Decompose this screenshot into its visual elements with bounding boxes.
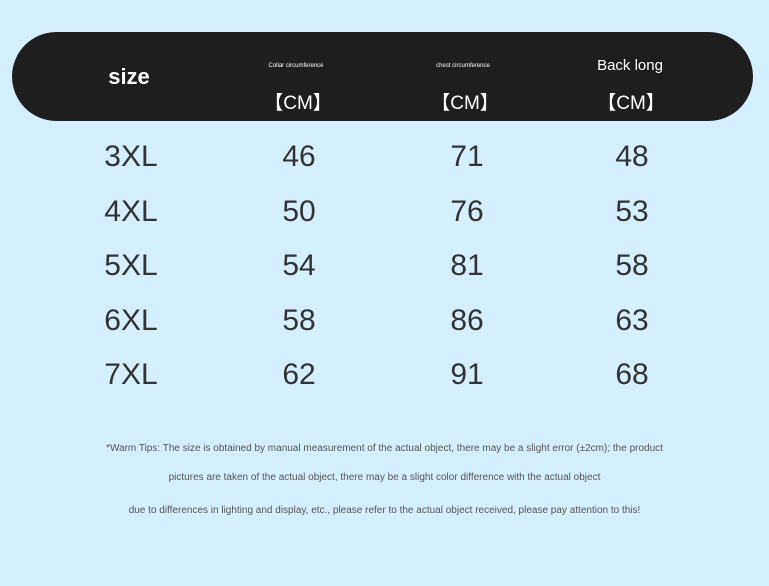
table-cell: 53 — [615, 194, 649, 228]
chest-unit: 【CM】 — [431, 93, 499, 114]
table-row: 3XL 46 71 48 — [0, 140, 769, 180]
table-cell: 48 — [615, 140, 649, 173]
table-header: size Collar circumference 【CM】 chest cir… — [12, 32, 753, 121]
table-cell: 7XL — [104, 358, 158, 392]
tip-line: due to differences in lighting and displ… — [128, 505, 641, 516]
table-cell: 86 — [450, 303, 484, 337]
collar-header: Collar circumference — [268, 63, 324, 69]
chest-header: chest circumference — [436, 63, 490, 69]
table-cell: 3XL — [104, 140, 158, 173]
table-cell: 46 — [282, 140, 316, 173]
back-header: Back long — [597, 57, 663, 74]
table-cell: 54 — [282, 249, 316, 283]
table-cell: 6XL — [104, 303, 158, 337]
table-row: 6XL 58 86 63 — [0, 304, 769, 344]
table-row: 5XL 54 81 58 — [0, 249, 769, 289]
table-cell: 76 — [450, 194, 484, 228]
table-cell: 62 — [282, 358, 316, 392]
table-cell: 50 — [282, 194, 316, 228]
table-cell: 81 — [450, 249, 484, 283]
table-row: 7XL 62 91 68 — [0, 358, 769, 398]
table-row: 4XL 50 76 53 — [0, 195, 769, 235]
table-cell: 4XL — [104, 194, 158, 228]
table-cell: 58 — [282, 303, 316, 337]
table-cell: 58 — [615, 249, 649, 283]
tip-line: pictures are taken of the actual object,… — [168, 472, 601, 483]
table-cell: 63 — [615, 303, 649, 337]
tip-line: *Warm Tips: The size is obtained by manu… — [106, 443, 663, 454]
table-cell: 71 — [450, 140, 484, 173]
table-cell: 5XL — [104, 249, 158, 283]
collar-unit: 【CM】 — [264, 93, 332, 114]
back-unit: 【CM】 — [597, 93, 665, 114]
table-cell: 91 — [450, 358, 484, 392]
table-cell: 68 — [615, 358, 649, 392]
size-header: size — [108, 64, 150, 89]
